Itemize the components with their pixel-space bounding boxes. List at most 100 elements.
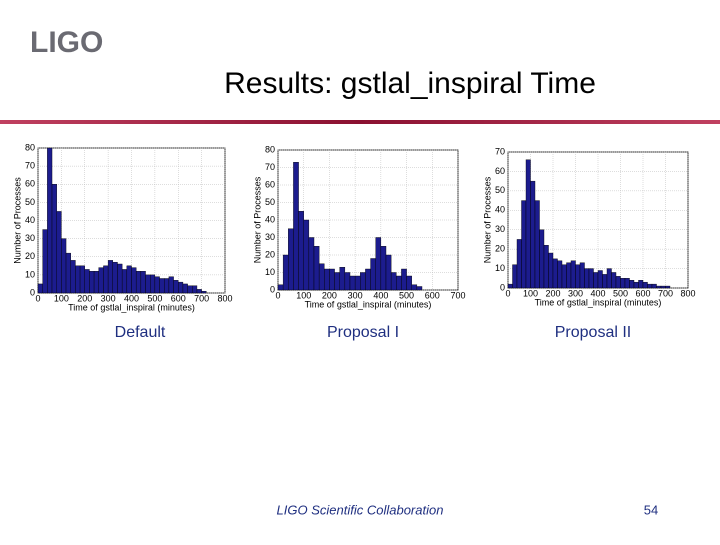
y-tick-label: 30 xyxy=(265,232,275,242)
x-tick-label: 100 xyxy=(54,293,69,303)
histogram-bar xyxy=(42,229,48,294)
y-tick-label: 40 xyxy=(25,215,35,225)
histogram-bar xyxy=(385,254,392,291)
histogram-bar xyxy=(588,268,594,289)
histogram-bar xyxy=(507,283,513,289)
histogram-bar xyxy=(293,162,299,291)
logo: LIGO xyxy=(30,26,103,59)
histogram-bar xyxy=(521,200,527,289)
histogram-bar xyxy=(611,272,617,289)
histogram-bar xyxy=(303,219,310,291)
histogram-bar xyxy=(539,229,545,289)
slide-title: Results: gstlal_inspiral Time xyxy=(224,67,596,100)
histogram-bar xyxy=(56,211,62,294)
histogram-bar xyxy=(575,264,581,289)
x-tick-label: 600 xyxy=(425,290,440,300)
y-tick-label: 60 xyxy=(265,179,275,189)
histogram-bar xyxy=(84,269,90,294)
histogram-bar xyxy=(516,239,522,289)
histogram-bar xyxy=(534,200,540,289)
histogram-bar xyxy=(288,228,294,291)
histogram-bar xyxy=(318,263,325,291)
y-tick-label: 10 xyxy=(495,263,505,273)
histogram-bar xyxy=(308,237,315,291)
x-tick-label: 700 xyxy=(658,288,673,298)
x-tick-label: 600 xyxy=(635,288,650,298)
histogram-bar xyxy=(154,276,160,294)
x-tick-label: 0 xyxy=(505,288,510,298)
histogram-bar xyxy=(178,281,184,294)
y-tick-label: 80 xyxy=(25,142,35,152)
y-tick-label: 20 xyxy=(25,251,35,261)
caption: Proposal I xyxy=(327,324,399,341)
histogram-bar xyxy=(512,264,518,289)
page-number: 54 xyxy=(644,502,658,517)
y-tick-label: 70 xyxy=(495,146,505,156)
histogram-bar xyxy=(597,270,603,289)
histogram-bar xyxy=(656,285,662,289)
y-tick-label: 20 xyxy=(265,249,275,259)
x-tick-label: 300 xyxy=(348,290,363,300)
histogram-bar xyxy=(182,283,188,294)
histogram-bar xyxy=(638,280,644,289)
y-tick-label: 70 xyxy=(265,162,275,172)
histogram-bar xyxy=(70,260,76,294)
histogram-bar xyxy=(107,260,113,294)
histogram-bar xyxy=(298,211,304,291)
y-tick-label: 50 xyxy=(25,197,35,207)
histogram-bar xyxy=(548,252,554,289)
footer: LIGO Scientific Collaboration xyxy=(277,502,444,517)
histogram-bar xyxy=(620,278,626,289)
histogram-bar xyxy=(566,262,572,289)
x-axis-label: Time of gstlal_inspiral (minutes) xyxy=(305,299,432,309)
x-tick-label: 800 xyxy=(680,288,695,298)
y-tick-label: 0 xyxy=(270,284,275,294)
y-tick-label: 40 xyxy=(265,214,275,224)
histogram-bar xyxy=(164,278,170,294)
x-tick-label: 300 xyxy=(568,288,583,298)
histogram-bar xyxy=(579,262,585,289)
x-tick-label: 400 xyxy=(373,290,388,300)
x-tick-label: 800 xyxy=(217,293,232,303)
x-tick-label: 600 xyxy=(171,293,186,303)
histogram-bar xyxy=(354,275,361,291)
histogram-bar xyxy=(149,274,156,294)
histogram-bar xyxy=(37,283,43,294)
histogram-bar xyxy=(665,285,671,289)
y-axis-label: Number of Processes xyxy=(252,176,262,263)
x-tick-label: 300 xyxy=(101,293,116,303)
histogram-bar xyxy=(530,180,536,289)
histogram-bar xyxy=(344,272,351,291)
histogram-bar xyxy=(615,276,621,289)
x-tick-label: 200 xyxy=(322,290,337,300)
caption: Default xyxy=(115,324,166,341)
histogram-bar xyxy=(416,286,423,291)
x-tick-label: 700 xyxy=(450,290,465,300)
caption: Proposal II xyxy=(555,324,631,341)
histogram-bar xyxy=(584,268,590,289)
x-tick-label: 200 xyxy=(545,288,560,298)
histogram-bar xyxy=(324,268,330,291)
histogram-bar xyxy=(126,265,132,294)
histogram-bar xyxy=(647,283,653,289)
histogram-bar xyxy=(375,237,382,291)
histogram-bar xyxy=(360,272,366,291)
histogram-bar xyxy=(131,267,137,294)
histogram-bar xyxy=(633,281,639,289)
histogram-bar xyxy=(401,268,407,291)
histogram-bar xyxy=(103,265,109,294)
histogram-bar xyxy=(187,285,193,294)
histogram-bar xyxy=(47,147,53,294)
x-tick-label: 400 xyxy=(124,293,139,303)
histogram-bar xyxy=(140,271,146,294)
x-tick-label: 100 xyxy=(523,288,538,298)
histogram-bar xyxy=(606,268,612,289)
x-tick-label: 500 xyxy=(399,290,414,300)
y-tick-label: 80 xyxy=(265,144,275,154)
x-axis-label: Time of gstlal_inspiral (minutes) xyxy=(68,302,195,312)
histogram-bar xyxy=(629,280,635,289)
histogram-bar xyxy=(75,265,81,294)
y-tick-label: 0 xyxy=(500,282,505,292)
